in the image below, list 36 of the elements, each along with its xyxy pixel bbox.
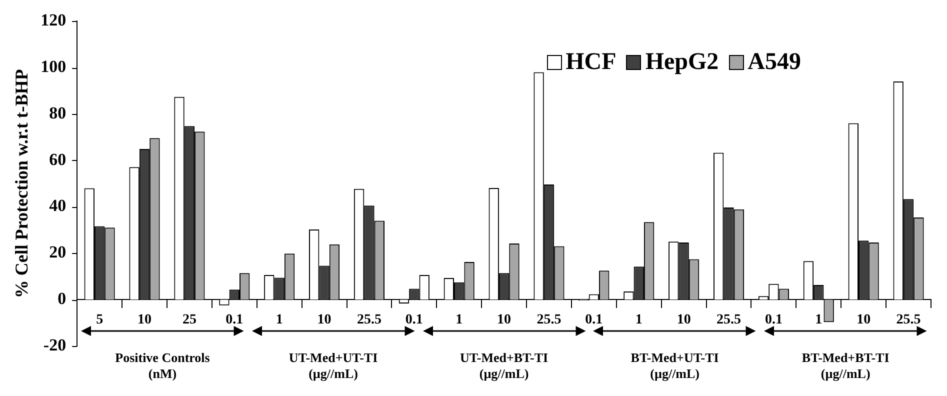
y-tick-label: -20 xyxy=(43,335,66,354)
x-tick-label: 1 xyxy=(815,312,822,328)
x-tick-label: 10 xyxy=(497,312,512,328)
text: BT-Med+UT-TI (µg//mL) xyxy=(630,350,719,381)
y-tick-label: 60 xyxy=(49,150,66,169)
x-tick-label: 25.5 xyxy=(356,312,382,328)
x-tick-label: 0.1 xyxy=(764,312,782,328)
y-tick-label: 80 xyxy=(49,103,66,122)
x-tick-label: 25 xyxy=(182,312,196,328)
legend-label: HepG2 xyxy=(645,49,719,76)
x-tick-label: 5 xyxy=(96,312,104,328)
x-tick-label: 0.1 xyxy=(405,312,423,328)
x-tick-label: 10 xyxy=(676,312,691,328)
y-tick-label: 100 xyxy=(40,56,66,76)
x-tick-label: 10 xyxy=(317,312,332,328)
y-tick-label: 40 xyxy=(49,196,66,216)
x-tick-label: 0.1 xyxy=(585,312,603,328)
x-tick-label: 0.1 xyxy=(226,312,244,328)
text: Positive Controls (nM) xyxy=(115,350,210,381)
y-axis-title: % Cell Protection w.r.t t-BHP xyxy=(11,69,32,298)
x-tick-label: 25.5 xyxy=(536,312,562,328)
x-tick-label: 1 xyxy=(635,312,642,328)
y-tick-label: 20 xyxy=(49,242,66,262)
series-label: HCF xyxy=(566,49,616,76)
text: BT-Med+BT-TI (µg//mL) xyxy=(802,350,890,381)
y-tick-label: 120 xyxy=(40,10,66,30)
x-tick-label: 10 xyxy=(856,312,871,328)
y-tick-label: 0 xyxy=(58,288,66,308)
x-tick-label: 25.5 xyxy=(896,312,921,328)
text: UT-Med+BT-TI (µg//mL) xyxy=(460,350,548,381)
x-tick-label: 1 xyxy=(456,312,463,328)
text: UT-Med+UT-TI (µg//mL) xyxy=(288,350,378,381)
legend-label: A549 xyxy=(748,49,801,76)
x-tick-label: 1 xyxy=(276,312,283,328)
x-tick-label: 25.5 xyxy=(716,312,742,328)
x-tick-label: 10 xyxy=(138,312,152,328)
